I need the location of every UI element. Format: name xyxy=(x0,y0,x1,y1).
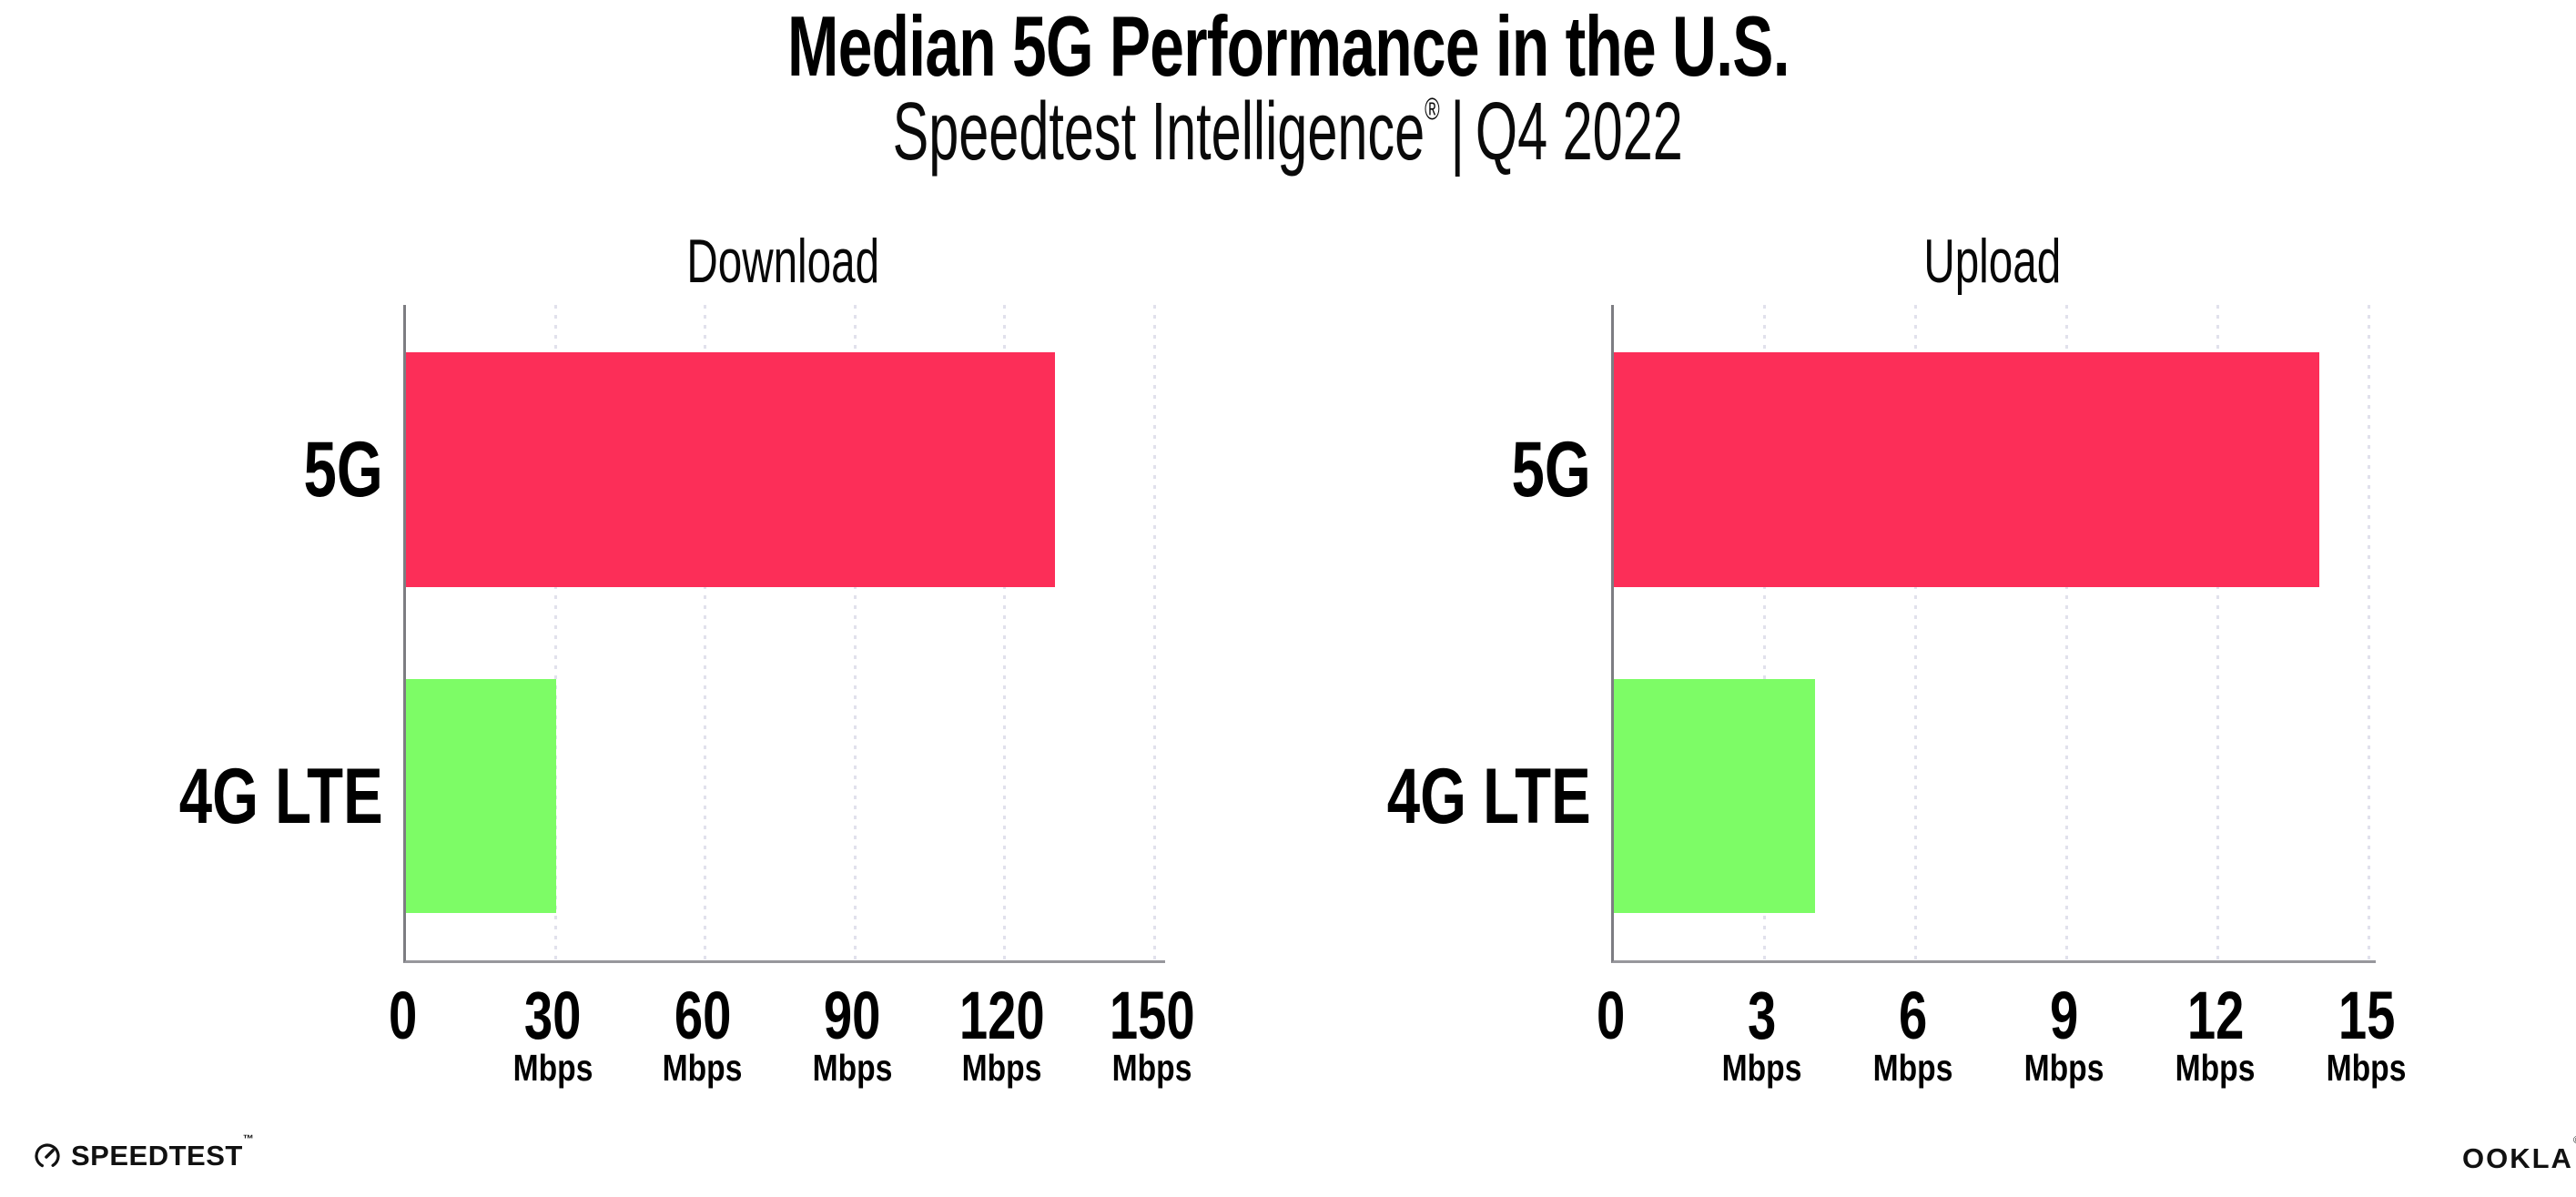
category-label-5g: 5G xyxy=(1511,426,1591,513)
x-tick-150: 150 xyxy=(1034,982,1271,1050)
trademark-mark: ™ xyxy=(242,1132,255,1145)
x-tick-unit-15: Mbps xyxy=(2248,1050,2485,1087)
gauge-icon xyxy=(35,1143,60,1169)
x-tick-value: 150 xyxy=(1109,978,1195,1053)
ookla-registered-mark: ® xyxy=(2573,1135,2576,1146)
subtitle-separator: | xyxy=(1450,86,1465,178)
chart-title-download: Download xyxy=(686,227,879,296)
x-tick-unit-90: Mbps xyxy=(735,1050,971,1087)
x-tick-unit-6: Mbps xyxy=(1795,1050,2032,1087)
gridline-30 xyxy=(553,305,557,960)
x-tick-15: 15 xyxy=(2248,982,2485,1050)
x-tick-value: 6 xyxy=(1899,978,1928,1053)
page-subtitle: Speedtest Intelligence® | Q4 2022 xyxy=(893,87,1683,178)
x-tick-unit-120: Mbps xyxy=(884,1050,1121,1087)
x-tick-value: 0 xyxy=(389,978,418,1053)
x-tick-0: 0 xyxy=(1493,982,1729,1050)
gridline-12 xyxy=(2216,305,2219,960)
subtitle-period: Q4 2022 xyxy=(1476,86,1684,178)
speedtest-logo: SPEEDTEST™ xyxy=(33,1132,255,1172)
bar-4g-lte xyxy=(1614,679,1816,913)
plot-area-download xyxy=(403,305,1165,963)
bar-5g xyxy=(406,352,1055,587)
gridline-9 xyxy=(2065,305,2068,960)
ookla-wordmark: OOKLA xyxy=(2462,1142,2573,1174)
x-tick-value: 15 xyxy=(2338,978,2396,1053)
x-tick-value: 60 xyxy=(674,978,732,1053)
x-tick-unit: Mbps xyxy=(1722,1047,1802,1089)
x-tick-unit: Mbps xyxy=(512,1047,593,1089)
header: Median 5G Performance in the U.S. xyxy=(0,4,2576,89)
x-tick-value: 0 xyxy=(1597,978,1626,1053)
x-tick-unit-60: Mbps xyxy=(584,1050,821,1087)
x-tick-unit: Mbps xyxy=(2024,1047,2104,1089)
page-title: Median 5G Performance in the U.S. xyxy=(786,0,1790,94)
gridline-120 xyxy=(1003,305,1006,960)
gridline-3 xyxy=(1763,305,1766,960)
category-label-4g-lte: 4G LTE xyxy=(179,752,383,840)
bar-4g-lte xyxy=(406,679,556,913)
x-tick-unit-150: Mbps xyxy=(1034,1050,1271,1087)
subheader: Speedtest Intelligence® | Q4 2022 xyxy=(0,87,2576,178)
gridline-150 xyxy=(1152,305,1156,960)
x-tick-value: 9 xyxy=(2050,978,2079,1053)
subtitle-brand: Speedtest Intelligence xyxy=(892,86,1425,178)
chart-download: 5G 4G LTE 0 30 Mbps 60 Mbps 90 Mbps 120 Mbps 150 Mbp… xyxy=(179,305,1194,1087)
x-tick-unit: Mbps xyxy=(2327,1047,2407,1089)
x-tick-120: 120 xyxy=(884,982,1121,1050)
x-tick-0: 0 xyxy=(285,982,522,1050)
x-tick-6: 6 xyxy=(1795,982,2032,1050)
speedtest-wordmark: SPEEDTEST™ xyxy=(71,1132,255,1172)
ookla-logo: OOKLA® xyxy=(2462,1135,2576,1175)
x-tick-60: 60 xyxy=(584,982,821,1050)
x-tick-unit: Mbps xyxy=(1873,1047,1953,1089)
bar-5g xyxy=(1614,352,2319,587)
registered-mark: ® xyxy=(1425,92,1440,127)
gridline-90 xyxy=(853,305,857,960)
gridline-60 xyxy=(704,305,706,960)
x-tick-unit: Mbps xyxy=(962,1047,1042,1089)
x-tick-unit-30: Mbps xyxy=(435,1050,672,1087)
x-tick-unit-9: Mbps xyxy=(1946,1050,2183,1087)
gridline-15 xyxy=(2368,305,2370,960)
plot-area-upload xyxy=(1611,305,2376,963)
x-tick-value: 3 xyxy=(1748,978,1777,1053)
x-tick-unit: Mbps xyxy=(663,1047,743,1089)
x-tick-12: 12 xyxy=(2097,982,2334,1050)
x-tick-unit: Mbps xyxy=(1111,1047,1192,1089)
x-tick-unit-3: Mbps xyxy=(1644,1050,1881,1087)
x-tick-unit-12: Mbps xyxy=(2097,1050,2334,1087)
x-tick-3: 3 xyxy=(1644,982,1881,1050)
category-label-5g: 5G xyxy=(303,426,383,513)
x-tick-value: 120 xyxy=(959,978,1045,1053)
x-tick-value: 12 xyxy=(2186,978,2245,1053)
x-tick-30: 30 xyxy=(435,982,672,1050)
chart-title-upload: Upload xyxy=(1923,227,2061,296)
x-tick-90: 90 xyxy=(735,982,971,1050)
x-tick-unit: Mbps xyxy=(812,1047,893,1089)
x-tick-value: 90 xyxy=(824,978,881,1053)
x-tick-9: 9 xyxy=(1946,982,2183,1050)
gridline-6 xyxy=(1914,305,1917,960)
x-tick-value: 30 xyxy=(524,978,582,1053)
category-label-4g-lte: 4G LTE xyxy=(1387,752,1591,840)
chart-upload: 5G 4G LTE 0 3 Mbps 6 Mbps 9 Mbps 12 Mbps 15 Mbps xyxy=(1387,305,2407,1087)
x-tick-unit: Mbps xyxy=(2175,1047,2256,1089)
